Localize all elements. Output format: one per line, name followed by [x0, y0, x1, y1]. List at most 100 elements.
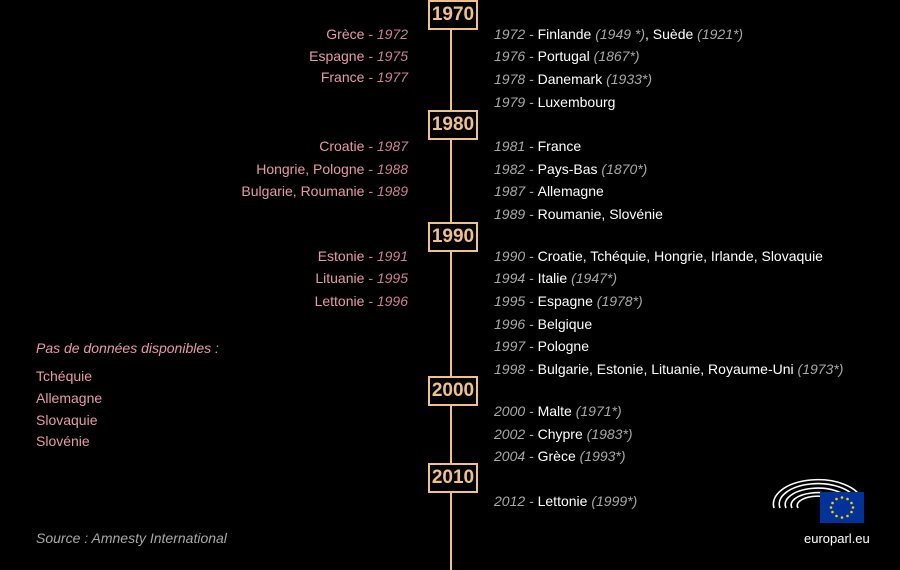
right-event: 2012 - Lettonie (1999*)	[494, 493, 638, 509]
right-event: 1996 - Belgique	[494, 316, 593, 332]
right-event-year: 1972	[494, 26, 526, 42]
right-event-text: Espagne	[537, 293, 593, 309]
left-event-country: Croatie	[319, 138, 365, 154]
decade-1980: 1980	[428, 110, 478, 140]
left-event-year: 1989	[376, 183, 408, 199]
right-event: 2002 - Chypre (1983*)	[494, 426, 633, 442]
right-event-note: (1999*)	[591, 493, 638, 509]
right-event-note: (1973*)	[797, 361, 844, 377]
right-event-note: (1867*)	[593, 48, 640, 64]
right-event-text: Lettonie	[537, 493, 588, 509]
decade-1970: 1970	[428, 0, 478, 30]
no-data-item: Allemagne	[36, 390, 103, 406]
right-event-year: 1979	[494, 94, 526, 110]
right-event: 1994 - Italie (1947*)	[494, 270, 617, 286]
left-event-country: Lettonie	[314, 293, 365, 309]
left-event-country: Lituanie	[315, 270, 365, 286]
right-event: 1982 - Pays-Bas (1870*)	[494, 161, 648, 177]
left-event-country: France	[320, 69, 365, 85]
left-event: Bulgarie, Roumanie - 1989	[241, 183, 408, 199]
right-event-note: (1870*)	[601, 161, 648, 177]
right-event-note: (1949 *)	[595, 26, 646, 42]
right-event: 1995 - Espagne (1978*)	[494, 293, 643, 309]
right-event-year: 1997	[494, 338, 526, 354]
right-event-year: 2002	[494, 426, 526, 442]
right-event-note: (1978*)	[596, 293, 643, 309]
left-event-year: 1988	[376, 161, 408, 177]
right-event-note: (1983*)	[586, 426, 633, 442]
right-event: 1989 - Roumanie, Slovénie	[494, 206, 663, 222]
right-event-text: Grèce	[537, 448, 576, 464]
right-event-text: Finlande	[537, 26, 592, 42]
timeline-axis	[450, 0, 452, 570]
left-event-country: Estonie	[317, 248, 365, 264]
left-event-country: Hongrie, Pologne	[256, 161, 365, 177]
right-event-text: Chypre	[537, 426, 583, 442]
decade-1990: 1990	[428, 222, 478, 252]
right-event-note: (1947*)	[571, 270, 617, 286]
right-event-year: 1987	[494, 183, 526, 199]
right-event: 1990 - Croatie, Tchéquie, Hongrie, Irlan…	[494, 248, 823, 264]
right-event: 1978 - Danemark (1933*)	[494, 71, 653, 87]
right-event: 1981 - France	[494, 138, 582, 154]
right-event-year: 2000	[494, 403, 526, 419]
right-event-year: 1976	[494, 48, 526, 64]
right-event-note: (1921*)	[697, 26, 744, 42]
left-event: Espagne - 1975	[309, 48, 408, 64]
left-event: Estonie - 1991	[317, 248, 408, 264]
site-url[interactable]: europarl.eu	[804, 531, 870, 546]
right-event-text: Roumanie, Slovénie	[537, 206, 663, 222]
decade-2010: 2010	[428, 463, 478, 493]
no-data-item: Slovénie	[36, 433, 90, 449]
left-event: Lituanie - 1995	[315, 270, 408, 286]
right-event-year: 1994	[494, 270, 526, 286]
right-event-note: (1993*)	[579, 448, 626, 464]
right-event-year: 2012	[494, 493, 526, 509]
european-parliament-logo	[772, 478, 864, 523]
left-event-year: 1975	[376, 48, 408, 64]
right-event-text: Malte	[537, 403, 572, 419]
right-event-note: (1971*)	[575, 403, 622, 419]
left-event-year: 1991	[376, 248, 408, 264]
right-event-text: Luxembourg	[537, 94, 616, 110]
left-event-year: 1987	[376, 138, 408, 154]
right-event-year: 1982	[494, 161, 526, 177]
right-event: 2004 - Grèce (1993*)	[494, 448, 626, 464]
right-event-year: 1978	[494, 71, 526, 87]
right-event-text: Belgique	[537, 316, 593, 332]
no-data-title: Pas de données disponibles :	[36, 340, 219, 356]
right-event: 1997 - Pologne	[494, 338, 589, 354]
left-event: Lettonie - 1996	[314, 293, 408, 309]
left-event: France - 1977	[320, 69, 408, 85]
right-event-text: Bulgarie, Estonie, Lituanie, Royaume-Uni	[537, 361, 794, 377]
right-event-text: France	[537, 138, 582, 154]
no-data-item: Slovaquie	[36, 412, 98, 428]
right-event-year: 1981	[494, 138, 526, 154]
left-event-country: Espagne	[309, 48, 365, 64]
right-event: 1972 - Finlande (1949 *), Suède (1921*)	[494, 26, 744, 42]
right-event-text: Danemark	[537, 71, 603, 87]
left-event-year: 1996	[376, 293, 408, 309]
right-event-text: Italie	[537, 270, 568, 286]
right-event-text: Pays-Bas	[537, 161, 598, 177]
right-event-text: Croatie, Tchéquie, Hongrie, Irlande, Slo…	[537, 248, 823, 264]
left-event: Croatie - 1987	[319, 138, 408, 154]
right-event: 1998 - Bulgarie, Estonie, Lituanie, Roya…	[494, 361, 844, 377]
decade-2000: 2000	[428, 376, 478, 406]
right-event-year: 2004	[494, 448, 526, 464]
no-data-item: Tchéquie	[36, 368, 93, 384]
right-event-text: , Suède	[645, 26, 694, 42]
right-event-year: 1998	[494, 361, 526, 377]
right-event: 1987 - Allemagne	[494, 183, 604, 199]
left-event-year: 1977	[376, 69, 408, 85]
right-event: 2000 - Malte (1971*)	[494, 403, 622, 419]
left-event: Grèce - 1972	[326, 26, 408, 42]
right-event-text: Pologne	[537, 338, 589, 354]
source-note: Source : Amnesty International	[36, 530, 227, 546]
right-event-text: Allemagne	[537, 183, 604, 199]
right-event: 1976 - Portugal (1867*)	[494, 48, 640, 64]
right-event-note: (1933*)	[606, 71, 653, 87]
left-event-year: 1995	[376, 270, 408, 286]
right-event-year: 1989	[494, 206, 526, 222]
right-event-text: Portugal	[537, 48, 590, 64]
